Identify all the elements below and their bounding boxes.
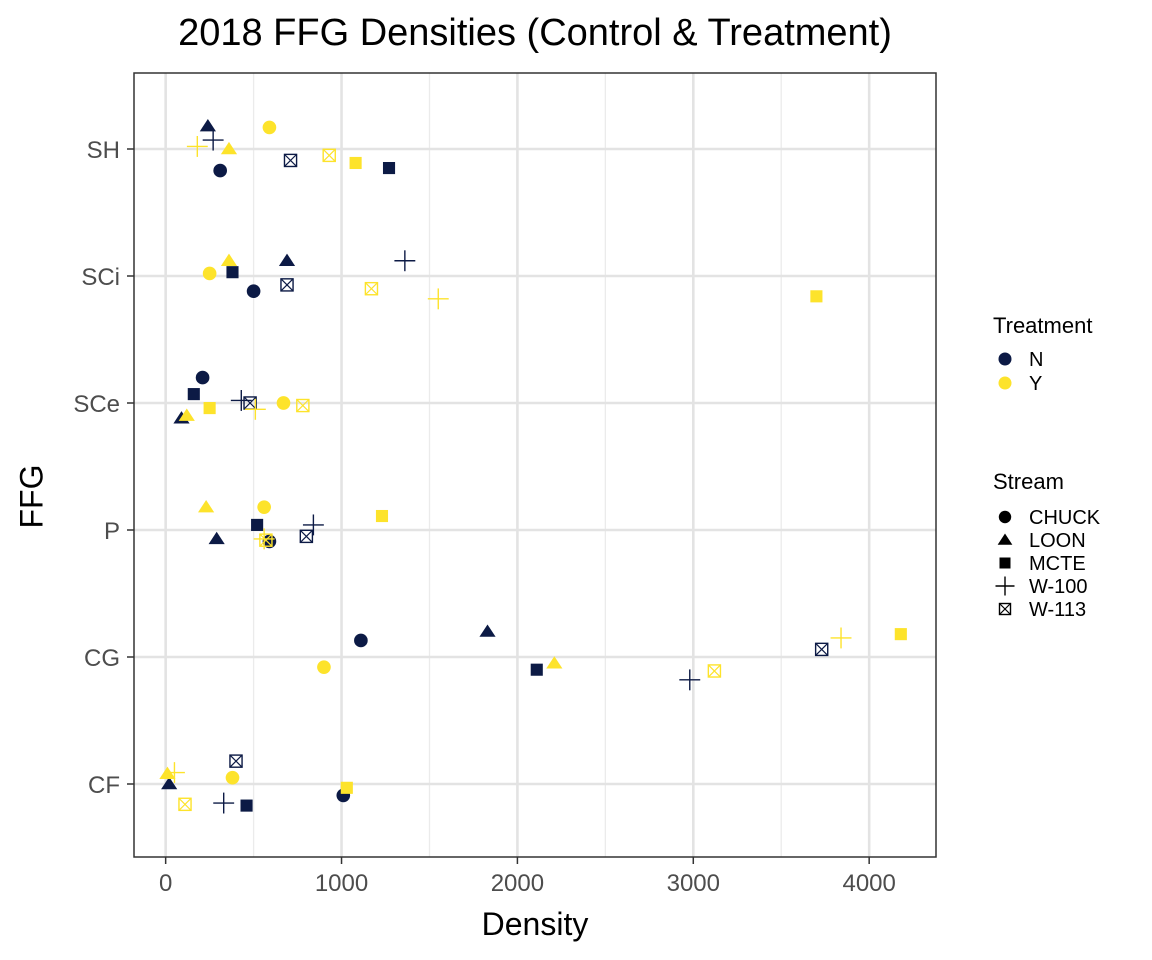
data-point-loon bbox=[479, 624, 496, 637]
data-point-loon bbox=[198, 499, 215, 513]
data-point-w-100 bbox=[830, 627, 852, 649]
data-point-w-100 bbox=[186, 136, 208, 157]
stream-legend-label: MCTE bbox=[1029, 553, 1086, 575]
data-point-w-113 bbox=[259, 533, 273, 547]
data-point-w-113 bbox=[296, 398, 310, 413]
treatment-legend-title: Treatment bbox=[993, 313, 1092, 338]
treatment-legend-label: N bbox=[1029, 349, 1043, 371]
data-point-mcte bbox=[203, 402, 216, 415]
data-point-loon bbox=[220, 253, 238, 266]
data-point-w-113 bbox=[229, 754, 243, 768]
data-point-loon bbox=[278, 253, 296, 266]
y-tick-label: SH bbox=[87, 137, 120, 164]
data-point-loon bbox=[161, 776, 178, 790]
data-point-mcte bbox=[375, 509, 389, 523]
data-point-chuck bbox=[246, 284, 261, 299]
data-point-mcte bbox=[349, 156, 362, 170]
data-point-loon bbox=[178, 408, 195, 421]
data-point-mcte bbox=[382, 162, 396, 175]
data-point-w-113 bbox=[707, 664, 722, 678]
data-point-chuck bbox=[276, 396, 291, 410]
data-point-chuck bbox=[225, 770, 240, 785]
x-tick-label: 2000 bbox=[491, 870, 544, 897]
plot-background bbox=[134, 73, 936, 857]
data-point-w-100 bbox=[427, 288, 449, 310]
data-point-w-113 bbox=[364, 281, 379, 296]
data-point-w-100 bbox=[394, 250, 416, 272]
data-point-chuck bbox=[195, 370, 210, 385]
stream-legend-key bbox=[995, 576, 1015, 596]
data-point-chuck bbox=[262, 120, 277, 135]
data-point-mcte bbox=[187, 388, 200, 401]
data-point-mcte bbox=[340, 781, 353, 794]
data-point-mcte bbox=[530, 663, 543, 676]
axes: 0 1000 2000 3000 4000 CF CG P SCe SCi SH bbox=[73, 137, 896, 897]
chart-title: 2018 FFG Densities (Control & Treatment) bbox=[178, 12, 892, 54]
data-point-mcte bbox=[226, 266, 239, 279]
stream-legend-key bbox=[999, 557, 1011, 569]
stream-legend-label: CHUCK bbox=[1029, 507, 1101, 529]
data-point-w-100 bbox=[164, 762, 185, 784]
y-tick-label: P bbox=[104, 518, 120, 545]
x-tick-label: 0 bbox=[159, 870, 172, 897]
stream-legend-title: Stream bbox=[993, 469, 1064, 494]
x-tick-label: 3000 bbox=[667, 870, 720, 897]
y-axis-label: FFG bbox=[13, 464, 50, 529]
x-tick-label: 1000 bbox=[315, 870, 368, 897]
stream-legend-key bbox=[998, 602, 1012, 616]
data-point-w-100 bbox=[244, 398, 266, 420]
data-point-loon bbox=[546, 656, 563, 669]
data-point-mcte bbox=[810, 290, 823, 303]
y-tick-label: CG bbox=[84, 645, 120, 672]
y-tick-label: SCe bbox=[73, 391, 120, 418]
data-point-w-100 bbox=[679, 669, 701, 691]
data-point-w-100 bbox=[213, 792, 235, 814]
plot-panel-border bbox=[133, 72, 937, 858]
data-point-w-113 bbox=[322, 148, 336, 163]
data-point-chuck bbox=[202, 266, 217, 281]
data-point-w-113 bbox=[299, 529, 314, 544]
data-point-chuck bbox=[317, 660, 331, 674]
data-point-chuck bbox=[213, 163, 227, 178]
x-axis-label: Density bbox=[481, 906, 589, 942]
stream-legend-label: W-100 bbox=[1029, 576, 1088, 598]
treatment-legend-key bbox=[998, 376, 1012, 390]
stream-legend-key bbox=[998, 510, 1012, 524]
data-point-loon bbox=[220, 141, 238, 155]
data-point-chuck bbox=[257, 500, 271, 514]
data-point-chuck bbox=[262, 534, 277, 549]
data-point-w-113 bbox=[814, 642, 829, 657]
y-tick-label: SCi bbox=[81, 264, 120, 291]
data-point-w-113 bbox=[283, 153, 298, 168]
stream-legend-key bbox=[997, 533, 1013, 545]
data-point-mcte bbox=[240, 799, 253, 812]
data-point-loon bbox=[199, 118, 216, 132]
data-point-loon bbox=[208, 531, 225, 545]
data-point-mcte bbox=[251, 518, 264, 531]
data-points bbox=[159, 118, 907, 814]
data-point-w-113 bbox=[178, 797, 192, 812]
y-tick-label: CF bbox=[88, 772, 120, 799]
data-point-chuck bbox=[354, 633, 368, 648]
grid-lines bbox=[134, 73, 936, 857]
stream-legend-label: W-113 bbox=[1029, 599, 1086, 621]
data-point-w-113 bbox=[280, 278, 294, 292]
treatment-legend-key bbox=[998, 352, 1012, 366]
treatment-legend-label: Y bbox=[1029, 373, 1042, 395]
data-point-w-100 bbox=[202, 129, 224, 151]
x-tick-label: 4000 bbox=[842, 870, 895, 897]
stream-legend-label: LOON bbox=[1029, 530, 1086, 552]
data-point-w-100 bbox=[302, 514, 324, 536]
data-point-mcte bbox=[894, 628, 907, 641]
